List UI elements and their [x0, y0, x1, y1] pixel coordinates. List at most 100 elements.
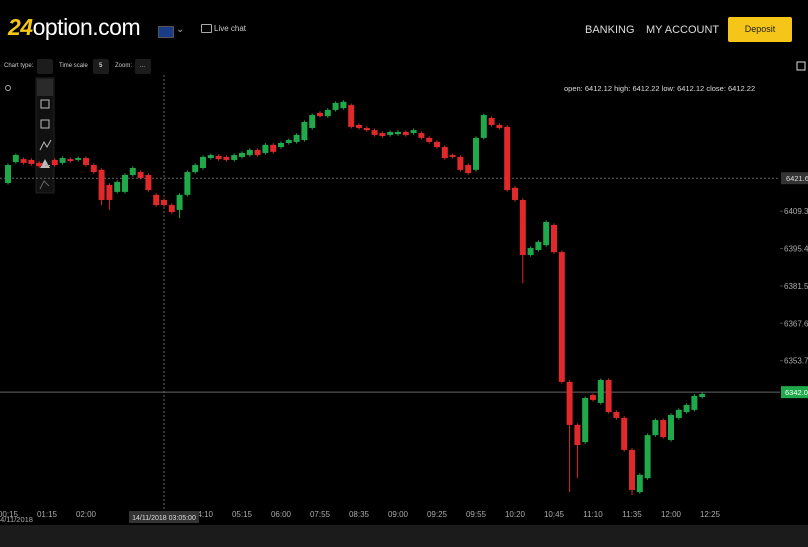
x-tick-label: 12:25	[700, 510, 721, 519]
zoom-button[interactable]	[135, 59, 151, 74]
candle-body	[129, 167, 136, 175]
candle-body	[184, 172, 191, 195]
candle-body	[285, 140, 292, 143]
settings-icon[interactable]	[5, 85, 11, 91]
candle-body	[83, 158, 89, 166]
candle-body	[223, 156, 230, 160]
nav-link[interactable]: BANKING	[585, 24, 635, 36]
chat-icon	[201, 24, 212, 33]
candle-body	[270, 144, 277, 152]
candle-body	[114, 181, 121, 192]
x-tick-label: 04:10	[193, 510, 214, 519]
candle-body	[590, 395, 596, 400]
language-flag[interactable]	[158, 26, 174, 38]
candle-body	[426, 137, 433, 142]
tool-button[interactable]	[39, 139, 52, 151]
crosshair-time-box	[129, 511, 199, 523]
candle-body	[449, 155, 456, 157]
candle-body	[5, 165, 11, 184]
candle-body	[473, 137, 479, 170]
y-tick-label: 6409.33	[784, 207, 808, 216]
candle-body	[246, 149, 253, 156]
candle-body	[488, 118, 495, 125]
crosshair-price-box	[781, 172, 808, 185]
crosshair-price: 6421.60	[786, 174, 808, 183]
candle-body	[605, 380, 612, 413]
candle-body	[75, 158, 82, 160]
candle-body	[28, 159, 35, 164]
candle-body	[215, 155, 222, 160]
y-tick-label: 6353.72	[784, 357, 808, 366]
candle-body	[168, 205, 175, 213]
tool-button[interactable]	[40, 119, 50, 129]
candle-body	[597, 380, 604, 403]
candle-body	[340, 101, 347, 109]
candle-body	[51, 159, 58, 166]
candle-body	[652, 420, 659, 436]
toolbar: Chart type: Time scale 5 Zoom: ...	[0, 58, 808, 75]
logo-text: option.com	[32, 14, 141, 40]
x-tick-label: 11:10	[583, 510, 603, 519]
x-tick-label: 09:25	[427, 510, 448, 519]
nav-link[interactable]: MY ACCOUNT	[646, 24, 720, 36]
fullscreen-icon[interactable]	[796, 61, 806, 71]
candle-body	[582, 398, 589, 443]
candle-body	[145, 174, 152, 191]
toolbar-label: Time scale	[59, 63, 88, 69]
y-tick-label: 6395.43	[784, 245, 808, 254]
tool-button[interactable]	[40, 99, 50, 109]
candle-body	[301, 122, 308, 141]
tool-button[interactable]	[39, 180, 50, 190]
candle-body	[122, 174, 128, 192]
time-scale-button[interactable]	[93, 59, 109, 74]
tool-column	[5, 61, 806, 194]
ohlc-value: 6412.12	[585, 84, 612, 93]
tool-button[interactable]	[37, 79, 53, 96]
candle-body	[668, 414, 674, 440]
deposit-button[interactable]: Deposit	[728, 17, 792, 42]
ohlc-label: low:	[662, 84, 675, 93]
x-tick-label: 09:55	[466, 510, 487, 519]
candle-body	[636, 474, 643, 493]
x-tick-label: 06:00	[271, 510, 292, 519]
ohlc-label: high:	[614, 84, 630, 93]
candle-body	[512, 187, 518, 200]
candle-body	[59, 158, 66, 163]
candle-body	[371, 130, 378, 135]
candle-body	[395, 131, 401, 135]
x-tick-label: 01:15	[37, 510, 58, 519]
candle-body	[192, 165, 199, 173]
live-chat[interactable]: Live chat	[214, 24, 247, 33]
x-tick-label: 00:15	[0, 510, 19, 519]
candle-body	[137, 172, 144, 178]
candle-body	[699, 394, 706, 397]
candle-body	[293, 134, 300, 142]
candle-body	[348, 105, 355, 127]
candle-body	[613, 412, 620, 418]
time-scale-value: 5	[99, 63, 103, 69]
x-tick-label: 10:45	[544, 510, 565, 519]
zoom-value: ...	[140, 63, 146, 69]
candle-body	[480, 115, 487, 138]
x-tick-label: 10:20	[505, 510, 526, 519]
x-tick-label: 11:35	[622, 510, 642, 519]
chart-type-button[interactable]	[37, 59, 53, 74]
candle-body	[176, 194, 183, 210]
current-price-box	[781, 386, 808, 399]
candle-body	[644, 435, 651, 479]
candle-body	[324, 109, 331, 117]
candle-body	[12, 155, 19, 163]
logo[interactable]: 24option.com	[8, 14, 141, 41]
candle-body	[410, 130, 417, 134]
candle-body	[317, 112, 323, 117]
ohlc-info: open: 6412.12 high: 6412.22 low: 6412.12…	[564, 84, 755, 93]
y-tick-label: 6367.62	[784, 319, 808, 328]
bottom-bar	[0, 525, 808, 547]
candle-body	[621, 417, 628, 450]
language-chevron[interactable]: ⌄	[176, 24, 185, 35]
candle-body	[691, 395, 698, 410]
candle-body	[379, 133, 386, 137]
candle-body	[551, 224, 557, 253]
ohlc-label: open:	[564, 84, 583, 93]
